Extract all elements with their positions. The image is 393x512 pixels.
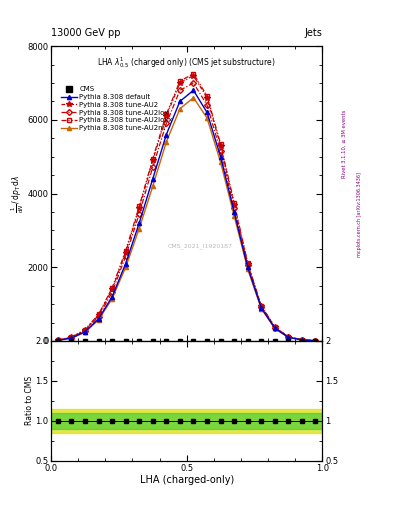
Text: 13000 GeV pp: 13000 GeV pp <box>51 28 121 38</box>
Text: Jets: Jets <box>305 28 322 38</box>
Text: LHA $\lambda^{1}_{0.5}$ (charged only) (CMS jet substructure): LHA $\lambda^{1}_{0.5}$ (charged only) (… <box>97 55 276 70</box>
Legend: CMS, Pythia 8.308 default, Pythia 8.308 tune-AU2, Pythia 8.308 tune-AU2lox, Pyth: CMS, Pythia 8.308 default, Pythia 8.308 … <box>60 85 174 133</box>
Y-axis label: Ratio to CMS: Ratio to CMS <box>25 376 34 425</box>
Y-axis label: $\frac{1}{\mathrm{d}N}\,/\,\mathrm{d}p_\mathrm{T}\,\mathrm{d}\lambda$: $\frac{1}{\mathrm{d}N}\,/\,\mathrm{d}p_\… <box>9 175 26 212</box>
Text: Rivet 3.1.10, ≥ 3M events: Rivet 3.1.10, ≥ 3M events <box>342 109 346 178</box>
Text: CMS_2021_I1920187: CMS_2021_I1920187 <box>168 244 233 249</box>
Text: mcplots.cern.ch [arXiv:1306.3436]: mcplots.cern.ch [arXiv:1306.3436] <box>357 173 362 258</box>
X-axis label: LHA (charged-only): LHA (charged-only) <box>140 475 234 485</box>
